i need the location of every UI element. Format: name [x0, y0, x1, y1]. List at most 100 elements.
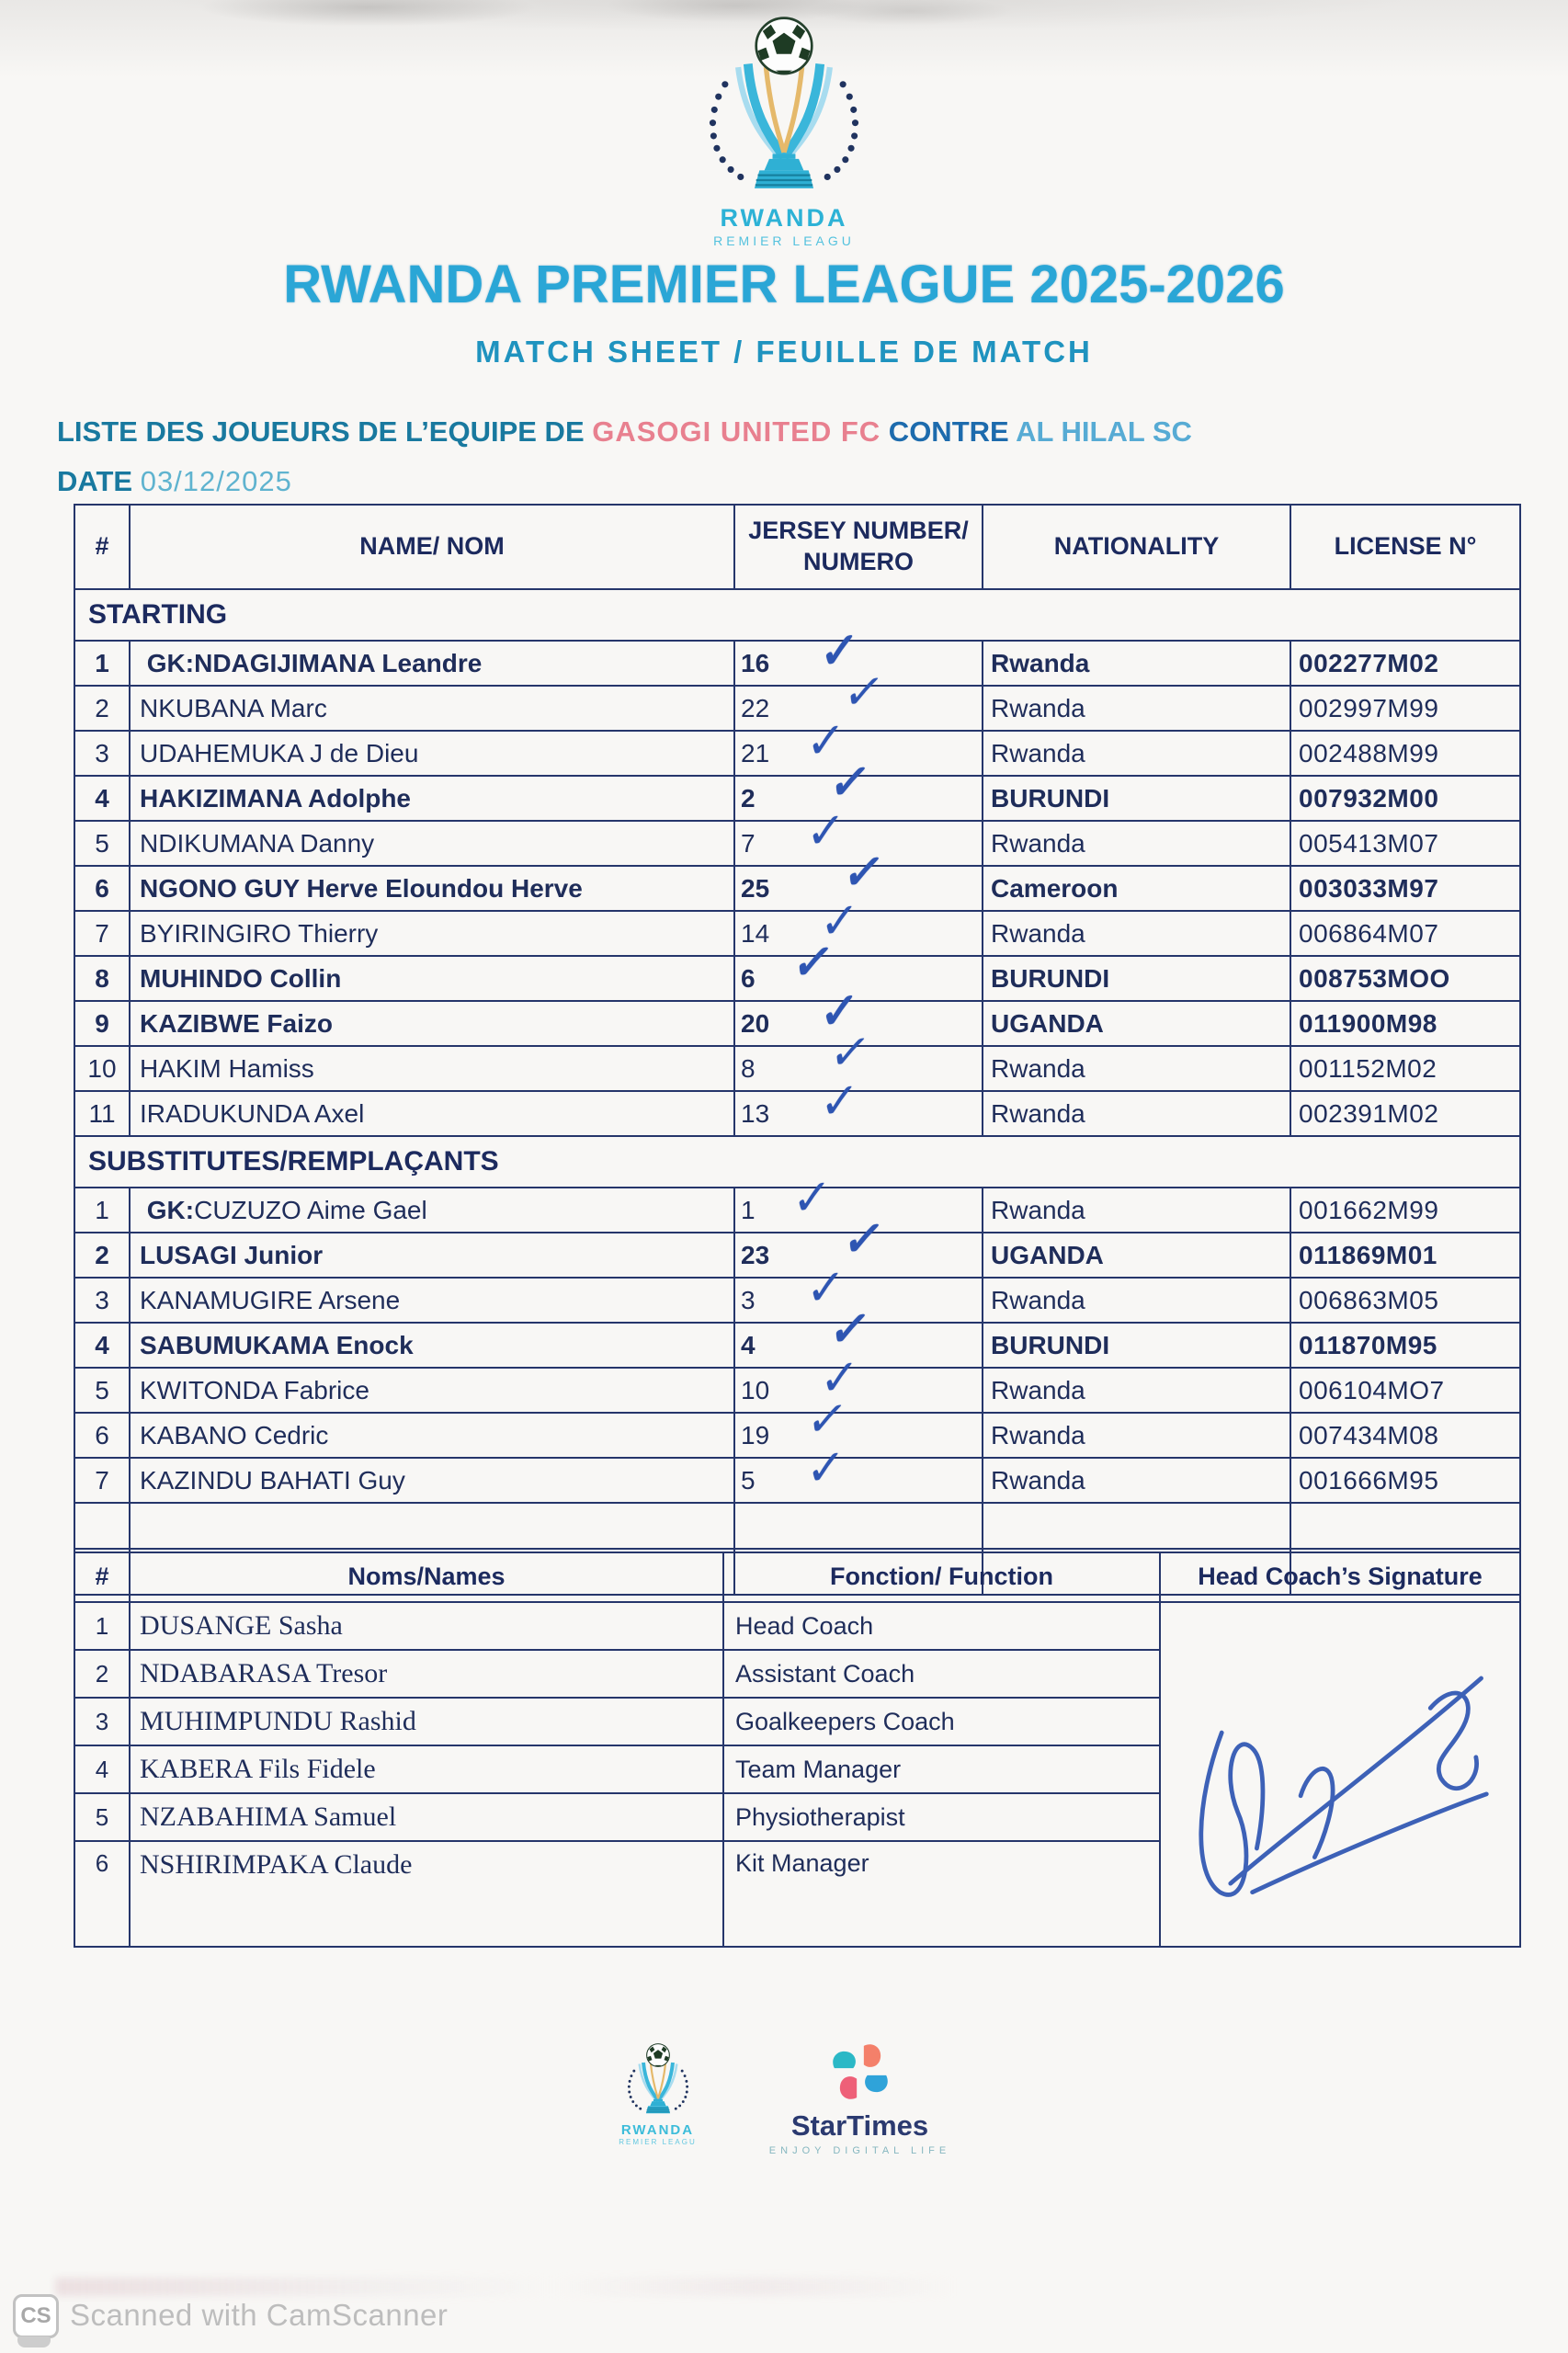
- checkmark-icon: ✓: [789, 934, 837, 989]
- jersey-cell: 14 ✓: [733, 892, 983, 957]
- page-subtitle: MATCH SHEET / FEUILLE DE MATCH: [475, 335, 1093, 369]
- nationality: UGANDA: [982, 1000, 1291, 1047]
- player-row: 1 GK:CUZUZO Aime Gael 1 ✓ Rwanda 001662M9…: [74, 1168, 1521, 1233]
- checkmark-icon: ✓: [839, 844, 889, 899]
- player-row: 4 HAKIZIMANA Adolphe 2 ✓ BURUNDI 007932M0…: [74, 755, 1521, 822]
- checkmark-icon: ✓: [819, 1348, 860, 1406]
- nationality: Rwanda: [982, 820, 1291, 867]
- footer-league-logo: RWANDA REMIER LEAGU: [608, 2041, 709, 2146]
- checkmark-icon: ✓: [804, 801, 846, 859]
- license-number: 007434M08: [1290, 1412, 1521, 1459]
- nationality: BURUNDI: [982, 955, 1291, 1002]
- nationality: Rwanda: [982, 1045, 1291, 1092]
- home-team-name: GASOGI UNITED FC: [592, 415, 881, 448]
- license-number: 011900M98: [1290, 1000, 1521, 1047]
- license-number: 001662M99: [1290, 1187, 1521, 1233]
- logo-league-text: REMIER LEAGU: [713, 233, 855, 248]
- player-name: NDIKUMANA Danny: [129, 820, 735, 867]
- player-row: 3 UDAHEMUKA J de Dieu 21 ✓ Rwanda 002488M…: [74, 711, 1521, 777]
- page-title: RWANDA PREMIER LEAGUE 2025-2026: [283, 255, 1285, 314]
- jersey-cell: 19 ✓: [733, 1391, 983, 1459]
- player-row: 10 HAKIM Hamiss 8 ✓ Rwanda 001152M02: [74, 1024, 1521, 1092]
- jersey-cell: 20 ✓: [733, 982, 983, 1047]
- checkmark-icon: ✓: [790, 1168, 833, 1226]
- nationality: Rwanda: [982, 1457, 1291, 1504]
- player-name: KANAMUGIRE Arsene: [129, 1277, 735, 1324]
- staff-name: MUHIMPUNDU Rashid: [129, 1697, 724, 1746]
- jersey-cell: 16 ✓: [733, 621, 983, 687]
- checkmark-icon: ✓: [802, 1391, 852, 1446]
- nationality: Rwanda: [982, 1277, 1291, 1324]
- camscanner-icon: CS: [13, 2294, 59, 2347]
- jersey-cell: 5 ✓: [733, 1438, 983, 1504]
- nationality: Rwanda: [982, 1090, 1291, 1137]
- empty-row: [74, 1502, 1521, 1550]
- license-number: 007932M00: [1290, 775, 1521, 822]
- checkmark-icon: ✓: [825, 1024, 874, 1079]
- jersey-cell: 13 ✓: [733, 1072, 983, 1137]
- nationality: Rwanda: [982, 685, 1291, 732]
- jersey-cell: 8 ✓: [733, 1024, 983, 1092]
- col-header-jersey: JERSEY NUMBER/ NUMERO: [733, 504, 983, 590]
- players-header-row: # NAME/ NOM JERSEY NUMBER/ NUMERO NATION…: [74, 504, 1521, 590]
- col-header-license: LICENSE N°: [1290, 504, 1521, 590]
- players-table: # NAME/ NOM JERSEY NUMBER/ NUMERO NATION…: [74, 504, 1521, 1596]
- staff-header-row: # Noms/Names Fonction/ Function Head Coa…: [74, 1552, 1521, 1603]
- checkmark-icon: ✓: [819, 621, 860, 679]
- staff-function: Physiotherapist: [722, 1792, 1161, 1842]
- staff-col-number: #: [74, 1552, 131, 1603]
- player-name: HAKIM Hamiss: [129, 1045, 735, 1092]
- nationality: BURUNDI: [982, 1322, 1291, 1369]
- license-number: 003033M97: [1290, 865, 1521, 912]
- jersey-cell: 22 ✓: [733, 665, 983, 732]
- license-number: 002997M99: [1290, 685, 1521, 732]
- player-name: KWITONDA Fabrice: [129, 1367, 735, 1414]
- license-number: 002277M02: [1290, 640, 1521, 687]
- player-row: 11 IRADUKUNDA Axel 13 ✓ Rwanda 002391M02: [74, 1072, 1521, 1137]
- date-line: DATE 03/12/2025: [57, 465, 292, 498]
- player-row: 8 MUHINDO Collin 6 ✓ BURUNDI 008753MOO: [74, 934, 1521, 1002]
- nationality: Rwanda: [982, 1187, 1291, 1233]
- substitutes-label: SUBSTITUTES/REMPLAÇANTS: [74, 1135, 1521, 1188]
- jersey-cell: 23 ✓: [733, 1211, 983, 1279]
- checkmark-icon: ✓: [839, 1211, 889, 1266]
- jersey-cell: 6 ✓: [733, 934, 983, 1002]
- player-name: MUHINDO Collin: [129, 955, 735, 1002]
- checkmark-icon: ✓: [819, 982, 860, 1040]
- staff-name: NZABAHIMA Samuel: [129, 1792, 724, 1842]
- camscanner-text: Scanned with CamScanner: [70, 2298, 449, 2332]
- startimes-tagline: ENJOY DIGITAL LIFE: [768, 2145, 951, 2156]
- player-name: HAKIZIMANA Adolphe: [129, 775, 735, 822]
- nationality: Rwanda: [982, 910, 1291, 957]
- staff-table: # Noms/Names Fonction/ Function Head Coa…: [74, 1552, 1521, 1948]
- checkmark-icon: ✓: [825, 1301, 874, 1356]
- opponent-team-name: AL HILAL SC: [1016, 415, 1192, 448]
- nationality: UGANDA: [982, 1232, 1291, 1279]
- player-row: 2 LUSAGI Junior 23 ✓ UGANDA 011869M01: [74, 1211, 1521, 1279]
- player-name: GK:NDAGIJIMANA Leandre: [129, 640, 735, 687]
- player-row: 5 NDIKUMANA Danny 7 ✓ Rwanda 005413M07: [74, 801, 1521, 867]
- staff-name: DUSANGE Sasha: [129, 1601, 724, 1651]
- team-list-line: LISTE DES JOUEURS DE L’EQUIPE DE GASOGI …: [57, 415, 1192, 449]
- jersey-cell: 1 ✓: [733, 1168, 983, 1233]
- license-number: 002391M02: [1290, 1090, 1521, 1137]
- player-row: 6 KABANO Cedric 19 ✓ Rwanda 007434M08: [74, 1391, 1521, 1459]
- checkmark-icon: ✓: [819, 892, 860, 949]
- nationality: Cameroon: [982, 865, 1291, 912]
- startimes-wordmark: StarTimes: [790, 2109, 929, 2142]
- checkmark-icon: ✓: [804, 1258, 846, 1316]
- player-name: GK:CUZUZO Aime Gael: [129, 1187, 735, 1233]
- jersey-cell: 25 ✓: [733, 844, 983, 912]
- jersey-cell: 7 ✓: [733, 801, 983, 867]
- jersey-cell: 10 ✓: [733, 1348, 983, 1414]
- license-number: 001152M02: [1290, 1045, 1521, 1092]
- staff-function: Team Manager: [722, 1745, 1161, 1794]
- starting-section-row: STARTING: [74, 588, 1521, 642]
- staff-col-function: Fonction/ Function: [722, 1552, 1161, 1603]
- player-name: SABUMUKAMA Enock: [129, 1322, 735, 1369]
- license-number: 001666M95: [1290, 1457, 1521, 1504]
- player-row: 1 GK:NDAGIJIMANA Leandre 16 ✓ Rwanda 0022…: [74, 621, 1521, 687]
- nationality: Rwanda: [982, 1412, 1291, 1459]
- player-row: 2 NKUBANA Marc 22 ✓ Rwanda 002997M99: [74, 665, 1521, 732]
- substitutes-section-row: SUBSTITUTES/REMPLAÇANTS: [74, 1135, 1521, 1188]
